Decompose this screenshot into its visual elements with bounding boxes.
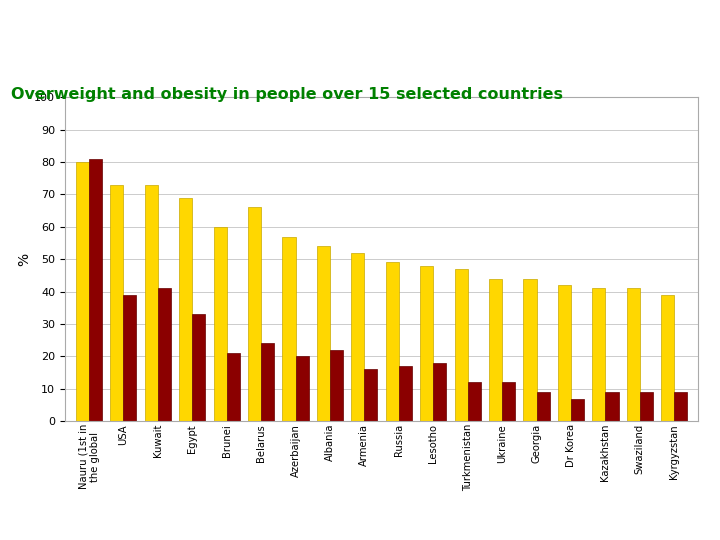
Bar (364, 369, 377, 421)
Bar (158, 288, 171, 421)
Bar (123, 295, 136, 421)
Bar (468, 382, 481, 421)
Bar (627, 288, 640, 421)
Bar (523, 279, 536, 421)
Bar (640, 392, 653, 421)
Bar (606, 392, 618, 421)
Bar (593, 288, 606, 421)
Bar (536, 392, 549, 421)
Bar (502, 382, 516, 421)
Bar (192, 314, 205, 421)
Bar (454, 269, 468, 421)
Bar (571, 399, 584, 421)
Bar (179, 198, 192, 421)
Bar (214, 227, 227, 421)
Text: Overweight and obesity in people over 15 selected countries: Overweight and obesity in people over 15… (11, 87, 563, 102)
Bar (399, 366, 412, 421)
Bar (110, 185, 123, 421)
Bar (317, 246, 330, 421)
Bar (675, 392, 688, 421)
Bar (351, 253, 364, 421)
Bar (145, 185, 158, 421)
Bar (433, 363, 446, 421)
Bar (330, 350, 343, 421)
Bar (295, 356, 309, 421)
Bar (76, 162, 89, 421)
Bar (227, 353, 240, 421)
Bar (489, 279, 502, 421)
Bar (248, 207, 261, 421)
Bar (89, 159, 102, 421)
Y-axis label: %: % (17, 253, 31, 266)
Bar (386, 262, 399, 421)
Bar (261, 343, 274, 421)
Bar (420, 266, 433, 421)
Bar (282, 237, 295, 421)
Bar (661, 295, 675, 421)
Bar (558, 285, 571, 421)
